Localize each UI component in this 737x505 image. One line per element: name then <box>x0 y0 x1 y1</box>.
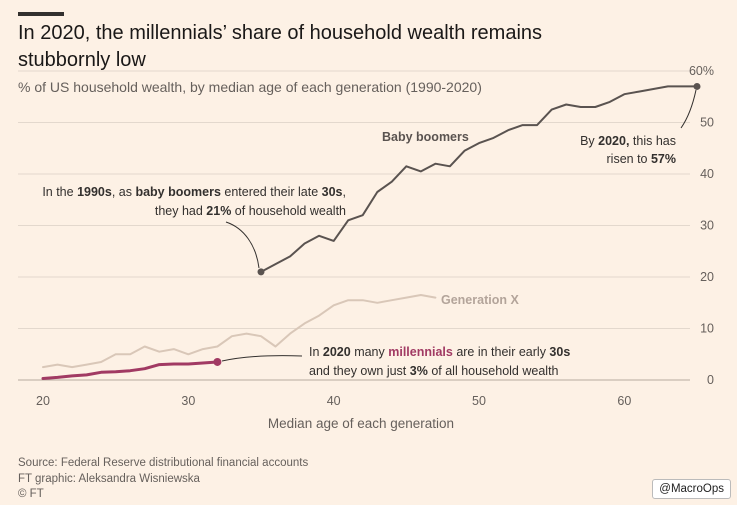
macroops-handle: @MacroOps <box>652 479 731 499</box>
source-notes: Source: Federal Reserve distributional f… <box>18 456 308 503</box>
line-millennials <box>41 360 219 380</box>
ft-top-bar <box>18 12 64 16</box>
line-baby-boomers <box>260 85 698 273</box>
y-gridlines <box>18 70 690 381</box>
y-tick-label: 10 <box>700 322 714 336</box>
x-axis-label: Median age of each generation <box>268 416 454 431</box>
y-tick-label: 0 <box>707 373 714 387</box>
chart-title: In 2020, the millennials’ share of house… <box>18 22 543 71</box>
label-baby-boomers: Baby boomers <box>382 130 469 144</box>
y-tick-labels: 0 10 20 30 40 50 60% <box>689 64 714 387</box>
annotation-boomers-2020: By 2020, this has risen to 57% <box>580 89 697 166</box>
y-tick-label: 20 <box>700 270 714 284</box>
annotation-millennials-2020: In 2020 many millennials are in their ea… <box>221 345 570 378</box>
dot-boomers-1990s <box>257 268 265 276</box>
dot-millennials-2020 <box>213 357 222 366</box>
series-lines <box>41 82 701 380</box>
credit-line: FT graphic: Aleksandra Wisniewska <box>18 472 200 485</box>
x-tick-label: 30 <box>181 394 195 408</box>
y-tick-label: 60% <box>689 64 714 78</box>
x-tick-label: 50 <box>472 394 486 408</box>
x-tick-labels: 20 30 40 50 60 <box>36 394 631 408</box>
x-tick-label: 40 <box>327 394 341 408</box>
svg-text:risen to 57%: risen to 57% <box>607 152 677 166</box>
svg-text:In 2020 many millennials are i: In 2020 many millennials are in their ea… <box>309 345 570 359</box>
annotation-boomers-1990s: In the 1990s, as baby boomers entered th… <box>42 185 346 269</box>
y-tick-label: 30 <box>700 219 714 233</box>
copyright-line: © FT <box>18 488 44 500</box>
svg-text:In the 1990s, as baby boomers: In the 1990s, as baby boomers entered th… <box>42 185 346 199</box>
source-line: Source: Federal Reserve distributional f… <box>18 457 309 469</box>
y-tick-label: 50 <box>700 116 714 130</box>
chart-subtitle: % of US household wealth, by median age … <box>18 79 482 95</box>
svg-text:and they own just 3% of all ho: and they own just 3% of all household we… <box>309 364 559 378</box>
y-tick-label: 40 <box>700 167 714 181</box>
x-tick-label: 60 <box>617 394 631 408</box>
label-generation-x: Generation X <box>441 293 519 307</box>
svg-text:By 2020, this has: By 2020, this has <box>580 134 676 148</box>
svg-text:they had 21% of household weal: they had 21% of household wealth <box>155 204 346 218</box>
dot-boomers-2020 <box>693 82 701 90</box>
x-tick-label: 20 <box>36 394 50 408</box>
line-generation-x <box>42 294 437 369</box>
